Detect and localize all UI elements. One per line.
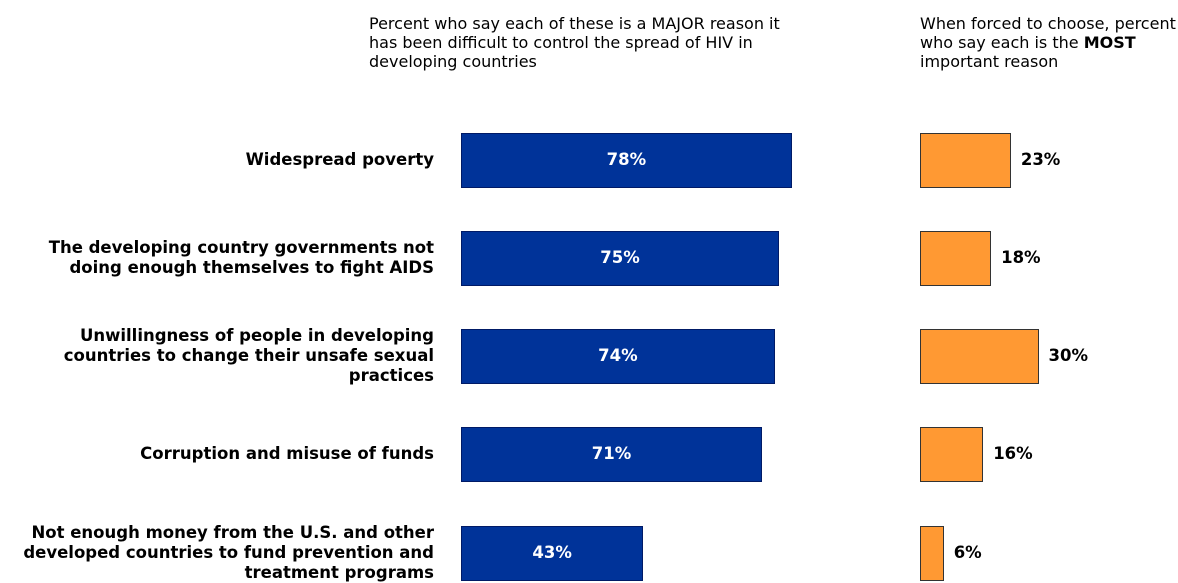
most-important-value: 18% <box>1001 248 1041 267</box>
major-reason-bar <box>461 328 775 384</box>
major-reason-value: 43% <box>532 543 572 562</box>
most-important-bar <box>920 525 944 581</box>
most-important-bar <box>920 328 1039 384</box>
category-label: The developing country governments not d… <box>48 238 434 277</box>
major-reason-value: 78% <box>606 150 647 169</box>
major-reason-bar <box>461 230 779 286</box>
category-label: Unwillingness of people in developing co… <box>63 326 434 385</box>
most-important-value: 30% <box>1048 346 1089 365</box>
most-important-header: When forced to choose, percent who say e… <box>920 14 1178 71</box>
category-label: Not enough money from the U.S. and other… <box>23 523 434 582</box>
major-reason-bar <box>461 525 644 581</box>
most-important-bar <box>920 426 984 482</box>
most-important-bar <box>920 132 1011 188</box>
major-reason-header: Percent who say each of these is a MAJOR… <box>369 14 780 71</box>
most-important-value: 6% <box>953 543 982 562</box>
major-reason-value: 75% <box>600 248 640 267</box>
most-important-value: 23% <box>1020 150 1061 169</box>
major-reason-bar <box>461 132 792 188</box>
most-header-bold: MOST <box>1083 33 1136 52</box>
most-important-value: 16% <box>993 444 1033 463</box>
most-header-suffix: important reason <box>920 52 1059 71</box>
most-important-bar <box>920 230 992 286</box>
major-reason-value: 74% <box>598 346 638 365</box>
major-reason-value: 71% <box>591 444 632 463</box>
category-label: Corruption and misuse of funds <box>140 444 434 463</box>
category-label: Widespread poverty <box>245 150 434 169</box>
major-reason-bar <box>461 426 763 482</box>
most-header-prefix: When forced to choose, percent who say e… <box>920 14 1176 52</box>
